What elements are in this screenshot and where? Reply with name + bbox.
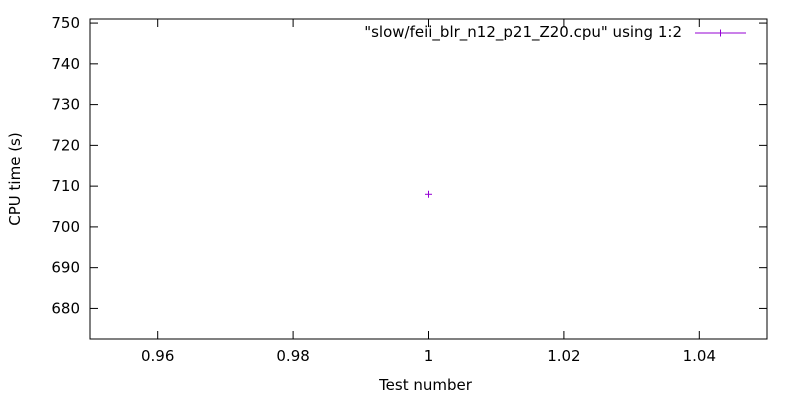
y-tick-label: 730 (51, 96, 80, 114)
x-tick-label: 1.04 (683, 347, 716, 365)
x-tick-label: 1.02 (547, 347, 580, 365)
x-tick-label: 0.98 (276, 347, 309, 365)
legend: "slow/feii_blr_n12_p21_Z20.cpu" using 1:… (364, 23, 746, 42)
legend-entry-label: "slow/feii_blr_n12_p21_Z20.cpu" using 1:… (364, 23, 682, 42)
legend-marker-plus (717, 29, 724, 37)
y-tick-label: 710 (51, 177, 80, 195)
y-tick-label: 720 (51, 136, 80, 154)
y-tick-label: 690 (51, 259, 80, 277)
y-tick-label: 750 (51, 14, 80, 32)
data-points (425, 190, 432, 198)
data-point (425, 190, 432, 198)
y-axis: 680 690 700 710 720 730 740 750 (51, 14, 767, 317)
legend-marker (717, 29, 724, 37)
x-tick-label: 1 (424, 347, 434, 365)
y-tick-label: 700 (51, 218, 80, 236)
x-axis-label: Test number (378, 376, 473, 394)
y-axis-label: CPU time (s) (6, 132, 24, 225)
x-axis: 0.96 0.98 1 1.02 1.04 (141, 19, 716, 365)
plot-frame (89, 18, 768, 340)
x-tick-label: 0.96 (141, 347, 174, 365)
y-tick-label: 740 (51, 55, 80, 73)
y-tick-label: 680 (51, 299, 80, 317)
